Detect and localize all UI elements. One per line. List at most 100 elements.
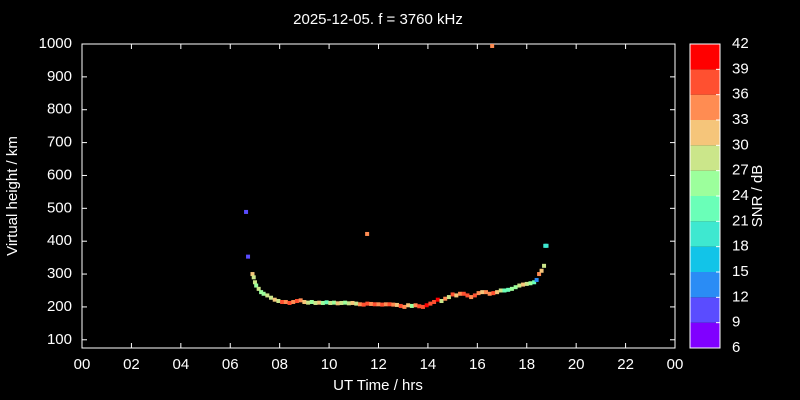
- data-point: [432, 299, 437, 304]
- data-point: [339, 300, 344, 305]
- data-point: [383, 302, 388, 307]
- data-point: [365, 301, 370, 306]
- colorbar-tick-label: 27: [732, 162, 749, 179]
- data-point: [302, 299, 307, 304]
- data-point: [534, 277, 539, 282]
- colorbar-tick-label: 15: [732, 263, 749, 280]
- data-point: [495, 290, 500, 295]
- colorbar-tick-label: 24: [732, 187, 749, 204]
- data-point: [251, 275, 256, 280]
- data-point: [450, 292, 455, 297]
- colorbar-segment: [690, 196, 720, 222]
- data-point: [372, 302, 377, 307]
- data-point: [539, 268, 544, 273]
- x-tick-label: 18: [518, 356, 535, 373]
- data-point: [398, 303, 403, 308]
- y-tick-label: 500: [47, 199, 72, 216]
- data-point: [435, 297, 440, 302]
- data-point: [506, 287, 511, 292]
- data-point: [287, 300, 292, 305]
- data-point: [265, 293, 270, 298]
- data-point: [476, 291, 481, 296]
- data-point: [357, 302, 362, 307]
- colorbar-tick-label: 18: [732, 238, 749, 255]
- data-point: [480, 290, 485, 295]
- y-tick-label: 600: [47, 166, 72, 183]
- data-point: [324, 300, 329, 305]
- data-point: [365, 231, 370, 236]
- data-point: [413, 303, 418, 308]
- data-point: [472, 293, 477, 298]
- colorbar-segment: [690, 246, 720, 272]
- y-tick-label: 100: [47, 331, 72, 348]
- data-point: [313, 300, 318, 305]
- data-point: [254, 283, 259, 288]
- data-point: [428, 301, 433, 306]
- data-point: [294, 299, 299, 304]
- x-tick-label: 16: [469, 356, 486, 373]
- colorbar-tick-label: 30: [732, 136, 749, 153]
- data-point: [524, 281, 529, 286]
- data-point: [317, 300, 322, 305]
- data-point: [446, 295, 451, 300]
- y-tick-label: 200: [47, 298, 72, 315]
- x-tick-label: 04: [172, 356, 189, 373]
- chart-title: 2025-12-05. f = 3760 kHz: [293, 11, 463, 28]
- data-point: [298, 298, 303, 303]
- data-point: [469, 295, 474, 300]
- data-point: [259, 290, 264, 295]
- colorbar-segment: [690, 297, 720, 323]
- x-tick-label: 08: [271, 356, 288, 373]
- data-point: [542, 263, 547, 268]
- data-point: [328, 300, 333, 305]
- colorbar-tick-label: 42: [732, 35, 749, 52]
- colorbar-segment: [690, 322, 720, 348]
- colorbar-segment: [690, 145, 720, 171]
- data-point: [513, 285, 518, 290]
- colorbar-segment: [690, 221, 720, 247]
- data-point: [402, 304, 407, 309]
- data-point: [280, 299, 285, 304]
- data-point: [487, 291, 492, 296]
- data-point: [498, 288, 503, 293]
- x-tick-label: 10: [321, 356, 338, 373]
- colorbar-tick-label: 39: [732, 60, 749, 77]
- data-point: [256, 286, 261, 291]
- colorbar-tick-label: 9: [732, 314, 740, 331]
- data-point: [387, 302, 392, 307]
- x-tick-label: 12: [370, 356, 387, 373]
- colorbar-tick-label: 12: [732, 288, 749, 305]
- data-point: [309, 299, 314, 304]
- x-tick-label: 00: [74, 356, 91, 373]
- colorbar-segment: [690, 44, 720, 70]
- data-point: [346, 301, 351, 306]
- data-point: [376, 302, 381, 307]
- data-point: [537, 272, 542, 277]
- data-point: [465, 293, 470, 298]
- data-point: [246, 254, 251, 259]
- y-tick-label: 800: [47, 101, 72, 118]
- colorbar-label: SNR / dB: [749, 165, 766, 228]
- data-point: [391, 302, 396, 307]
- colorbar-segment: [690, 120, 720, 146]
- data-point: [454, 293, 459, 298]
- x-tick-label: 22: [617, 356, 634, 373]
- data-point: [443, 296, 448, 301]
- data-point: [276, 299, 281, 304]
- data-point: [461, 291, 466, 296]
- data-point: [272, 297, 277, 302]
- data-point: [417, 304, 422, 309]
- y-tick-label: 700: [47, 134, 72, 151]
- x-tick-label: 20: [568, 356, 585, 373]
- y-tick-label: 300: [47, 265, 72, 282]
- data-point: [250, 272, 255, 277]
- data-point: [420, 304, 425, 309]
- data-point: [502, 288, 507, 293]
- y-tick-label: 900: [47, 68, 72, 85]
- data-point: [343, 300, 348, 305]
- colorbar-tick-label: 33: [732, 111, 749, 128]
- x-tick-label: 14: [420, 356, 437, 373]
- data-point: [490, 43, 495, 48]
